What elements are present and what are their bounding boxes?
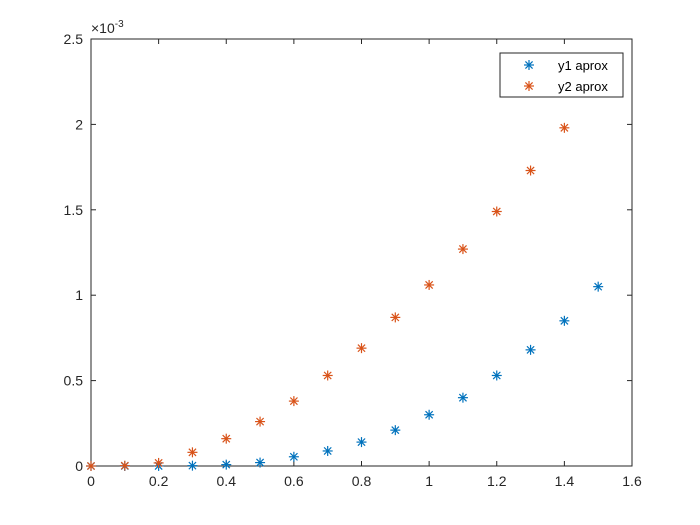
y-tick-label: 0.5 xyxy=(64,373,84,389)
data-point xyxy=(356,343,367,354)
data-point xyxy=(424,279,435,290)
data-point xyxy=(457,392,468,403)
data-point xyxy=(255,416,266,427)
data-point xyxy=(187,447,198,458)
data-point xyxy=(491,206,502,217)
data-point xyxy=(593,281,604,292)
data-point xyxy=(86,461,96,471)
data-point xyxy=(424,409,435,420)
y-tick-label: 2 xyxy=(75,116,83,132)
x-tick-label: 1.2 xyxy=(487,473,507,489)
data-point xyxy=(322,445,333,456)
data-markers xyxy=(86,122,604,471)
data-point xyxy=(457,244,468,255)
x-tick-labels: 0 0.2 0.4 0.6 0.8 1 1.2 1.4 1.6 xyxy=(87,473,642,489)
data-point xyxy=(525,344,536,355)
x-tick-label: 0.6 xyxy=(284,473,304,489)
legend-marker xyxy=(524,81,534,91)
x-tick-label: 0.8 xyxy=(352,473,372,489)
y-tick-labels: 0 0.5 1 1.5 2 2.5 xyxy=(64,31,84,474)
data-point xyxy=(525,165,536,176)
x-tick-label: 0.4 xyxy=(217,473,237,489)
data-point xyxy=(119,460,130,471)
data-point xyxy=(221,433,232,444)
legend-label: y2 aprox xyxy=(558,79,608,94)
plot-area xyxy=(90,38,633,467)
y-tick-label: 1.5 xyxy=(64,202,84,218)
data-point xyxy=(288,451,299,462)
legend-box xyxy=(499,52,624,98)
x-tick-label: 1.4 xyxy=(555,473,575,489)
exponent-base: ×10 xyxy=(91,20,115,36)
series-2 xyxy=(86,122,570,471)
data-point xyxy=(288,396,299,407)
data-point xyxy=(559,122,570,133)
data-point xyxy=(255,457,266,468)
data-point xyxy=(390,312,401,323)
x-tick-label: 0 xyxy=(87,473,95,489)
legend-label: y1 aprox xyxy=(558,58,608,73)
exponent-power: -3 xyxy=(115,19,124,30)
x-tick-label: 1 xyxy=(425,473,433,489)
data-point xyxy=(187,460,198,471)
data-point xyxy=(491,370,502,381)
data-point xyxy=(356,437,367,448)
data-point xyxy=(559,315,570,326)
x-tick-label: 1.6 xyxy=(622,473,642,489)
data-point xyxy=(221,459,232,470)
y-tick-label: 2.5 xyxy=(64,31,84,47)
legend[interactable]: y1 aprox y2 aprox xyxy=(499,52,624,98)
y-tick-label: 1 xyxy=(75,287,83,303)
legend-marker xyxy=(524,60,534,70)
x-tick-label: 0.2 xyxy=(149,473,169,489)
data-point xyxy=(390,425,401,436)
data-point xyxy=(153,457,164,468)
data-point xyxy=(322,370,333,381)
y-tick-label: 0 xyxy=(75,458,83,474)
y-axis-exponent: ×10-3 xyxy=(91,19,124,36)
